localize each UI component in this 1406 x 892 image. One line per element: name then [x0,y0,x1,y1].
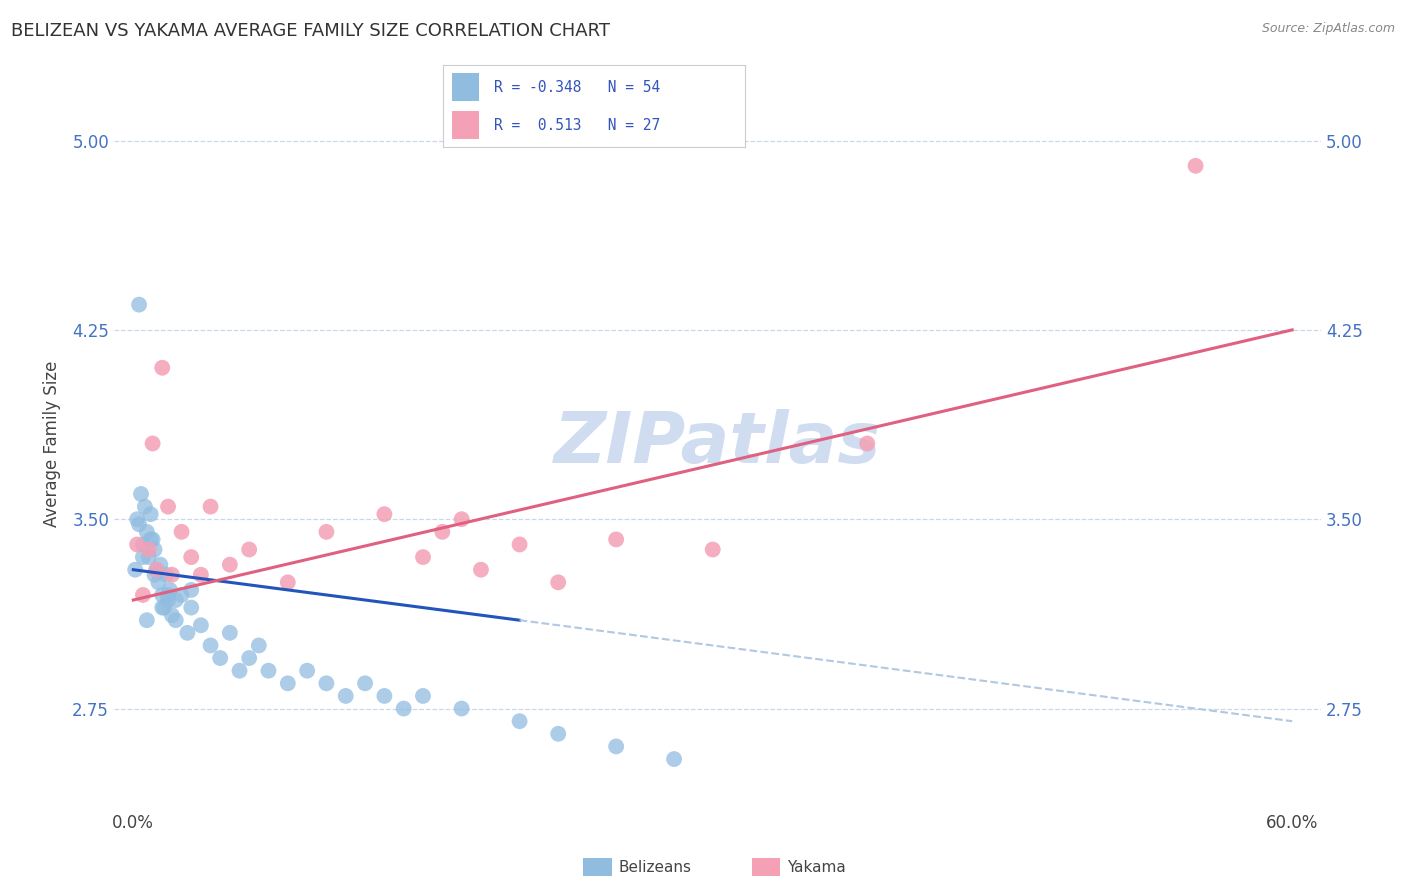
Point [143,542,166,557]
Point [412,689,434,703]
Point [128,298,150,312]
Point [138,542,160,557]
Point [180,582,202,597]
Point [180,600,202,615]
Point [200,500,222,514]
Point [432,524,454,539]
Point [315,524,337,539]
Point [1184,159,1206,173]
Point [509,714,531,729]
Point [134,500,156,514]
Point [547,575,569,590]
Point [150,360,173,375]
Point [132,537,155,551]
Text: R =  0.513   N = 27: R = 0.513 N = 27 [495,118,661,133]
Point [190,618,212,632]
Point [165,613,187,627]
Point [856,436,879,450]
Point [150,588,173,602]
Point [605,533,627,547]
Point [180,550,202,565]
Point [128,517,150,532]
Point [138,550,160,565]
Point [247,639,270,653]
Point [450,701,472,715]
Point [238,651,260,665]
Point [412,550,434,565]
Point [702,542,724,557]
Point [295,664,318,678]
Point [132,588,155,602]
Text: R = -0.348   N = 54: R = -0.348 N = 54 [495,79,661,95]
Point [145,563,167,577]
Point [354,676,377,690]
Point [228,664,250,678]
Text: Source: ZipAtlas.com: Source: ZipAtlas.com [1261,22,1395,36]
Y-axis label: Average Family Size: Average Family Size [44,360,60,526]
Point [277,676,299,690]
Point [157,588,180,602]
Point [135,613,157,627]
Point [148,575,170,590]
Point [143,567,166,582]
Point [150,600,173,615]
Point [153,600,176,615]
Point [165,593,187,607]
Point [149,558,172,572]
Point [509,537,531,551]
Point [155,567,177,582]
Point [392,701,415,715]
Point [662,752,685,766]
Point [335,689,357,703]
Point [139,507,162,521]
Point [218,558,240,572]
Point [209,651,232,665]
Point [450,512,472,526]
Text: Belizeans: Belizeans [619,860,692,874]
Text: Yakama: Yakama [787,860,846,874]
FancyBboxPatch shape [451,112,479,139]
Point [218,625,240,640]
Point [135,524,157,539]
Text: BELIZEAN VS YAKAMA AVERAGE FAMILY SIZE CORRELATION CHART: BELIZEAN VS YAKAMA AVERAGE FAMILY SIZE C… [11,22,610,40]
Point [257,664,280,678]
Point [170,524,193,539]
Point [176,625,198,640]
Point [470,563,492,577]
Point [373,507,395,521]
Point [157,500,180,514]
Point [142,436,165,450]
Point [315,676,337,690]
Point [160,608,183,623]
Point [142,533,165,547]
Point [127,512,149,526]
Point [277,575,299,590]
Point [605,739,627,754]
Point [129,487,152,501]
Text: ZIPatlas: ZIPatlas [554,409,882,478]
Point [547,727,569,741]
Point [159,582,181,597]
Point [145,563,167,577]
Point [132,550,155,565]
Point [160,567,183,582]
Point [373,689,395,703]
Point [124,563,146,577]
Point [157,593,180,607]
Point [190,567,212,582]
Point [139,533,162,547]
FancyBboxPatch shape [451,73,479,101]
Point [127,537,149,551]
Point [200,639,222,653]
Point [238,542,260,557]
Point [170,588,193,602]
